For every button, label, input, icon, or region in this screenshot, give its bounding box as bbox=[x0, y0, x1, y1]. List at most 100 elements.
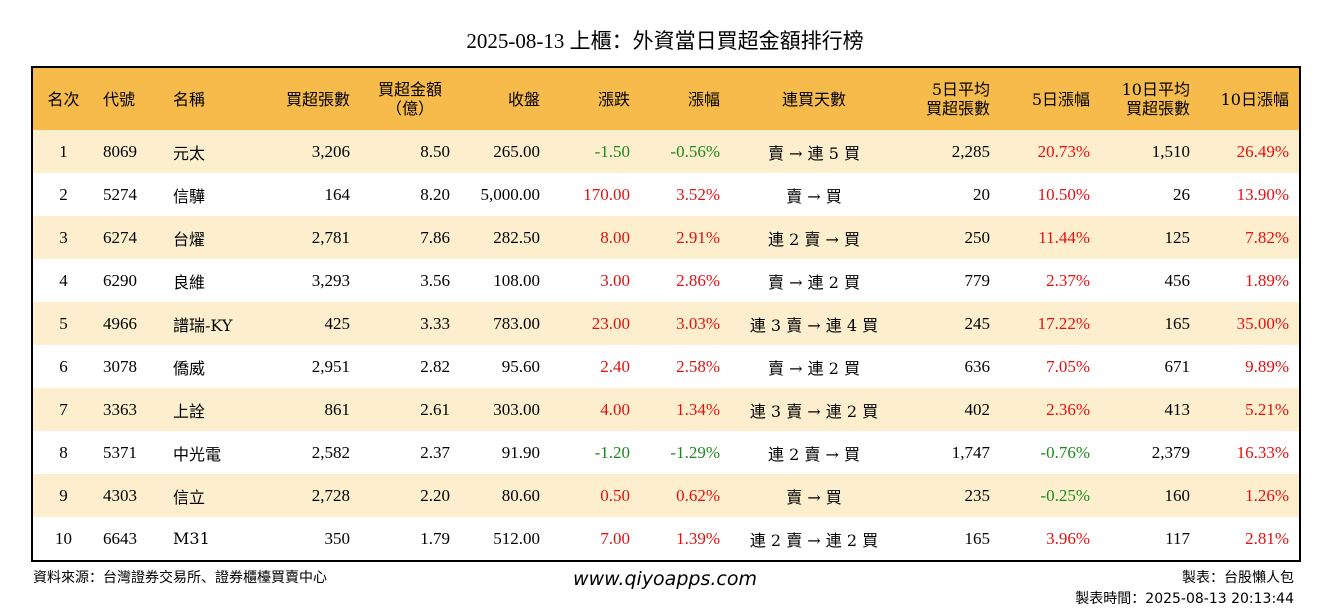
cell-streak: 連 3 賣 → 連 2 買 bbox=[730, 388, 898, 431]
cell-rank: 1 bbox=[32, 130, 94, 173]
cell-buy-amount: 2.20 bbox=[360, 474, 460, 517]
cell-change-pct: 3.03% bbox=[640, 302, 730, 345]
col-pct10: 10日漲幅 bbox=[1200, 67, 1300, 130]
cell-buy-lots: 3,206 bbox=[254, 130, 360, 173]
col-change-pct: 漲幅 bbox=[640, 67, 730, 130]
cell-code: 8069 bbox=[94, 130, 164, 173]
table-row: 7 3363 上詮 861 2.61 303.00 4.00 1.34% 連 3 賣 → 連 2… bbox=[32, 388, 1300, 431]
cell-buy-amount: 1.79 bbox=[360, 517, 460, 561]
cell-change: 0.50 bbox=[550, 474, 640, 517]
cell-buy-lots: 350 bbox=[254, 517, 360, 561]
col-close: 收盤 bbox=[460, 67, 550, 130]
cell-name: M31 bbox=[164, 517, 254, 561]
cell-avg10: 413 bbox=[1100, 388, 1200, 431]
cell-rank: 6 bbox=[32, 345, 94, 388]
cell-avg5: 636 bbox=[898, 345, 1000, 388]
cell-code: 4303 bbox=[94, 474, 164, 517]
cell-change-pct: 2.86% bbox=[640, 259, 730, 302]
cell-close: 303.00 bbox=[460, 388, 550, 431]
cell-rank: 2 bbox=[32, 173, 94, 216]
cell-rank: 4 bbox=[32, 259, 94, 302]
cell-avg5: 165 bbox=[898, 517, 1000, 561]
cell-name: 僑威 bbox=[164, 345, 254, 388]
cell-change: -1.50 bbox=[550, 130, 640, 173]
cell-buy-amount: 8.50 bbox=[360, 130, 460, 173]
cell-name: 中光電 bbox=[164, 431, 254, 474]
cell-pct10: 9.89% bbox=[1200, 345, 1300, 388]
cell-buy-lots: 2,951 bbox=[254, 345, 360, 388]
cell-pct5: 7.05% bbox=[1000, 345, 1100, 388]
ranking-table: 名次 代號 名稱 買超張數 買超金額 （億） 收盤 漲跌 漲幅 連買天數 5日平均… bbox=[31, 66, 1301, 562]
data-source: 資料來源：台灣證券交易所、證券櫃檯買賣中心 bbox=[33, 570, 327, 586]
cell-code: 3363 bbox=[94, 388, 164, 431]
cell-name: 譜瑞-KY bbox=[164, 302, 254, 345]
cell-name: 上詮 bbox=[164, 388, 254, 431]
website-link[interactable]: www.qiyoapps.com bbox=[573, 568, 757, 590]
cell-change: 2.40 bbox=[550, 345, 640, 388]
cell-pct5: 10.50% bbox=[1000, 173, 1100, 216]
table-row: 3 6274 台燿 2,781 7.86 282.50 8.00 2.91% 連 2 賣 → 買… bbox=[32, 216, 1300, 259]
cell-change: 3.00 bbox=[550, 259, 640, 302]
cell-avg10: 117 bbox=[1100, 517, 1200, 561]
cell-streak: 賣 → 買 bbox=[730, 173, 898, 216]
cell-avg5: 402 bbox=[898, 388, 1000, 431]
cell-rank: 7 bbox=[32, 388, 94, 431]
cell-buy-lots: 425 bbox=[254, 302, 360, 345]
cell-rank: 8 bbox=[32, 431, 94, 474]
cell-avg10: 26 bbox=[1100, 173, 1200, 216]
cell-change: 4.00 bbox=[550, 388, 640, 431]
cell-pct10: 7.82% bbox=[1200, 216, 1300, 259]
table-row: 1 8069 元太 3,206 8.50 265.00 -1.50 -0.56% 賣 → 連 5… bbox=[32, 130, 1300, 173]
cell-code: 6274 bbox=[94, 216, 164, 259]
cell-pct5: 20.73% bbox=[1000, 130, 1100, 173]
col-streak: 連買天數 bbox=[730, 67, 898, 130]
cell-pct5: 3.96% bbox=[1000, 517, 1100, 561]
cell-buy-amount: 7.86 bbox=[360, 216, 460, 259]
cell-pct5: -0.25% bbox=[1000, 474, 1100, 517]
cell-change: -1.20 bbox=[550, 431, 640, 474]
table-row: 9 4303 信立 2,728 2.20 80.60 0.50 0.62% 賣 → 買 235 -0… bbox=[32, 474, 1300, 517]
cell-change-pct: 1.34% bbox=[640, 388, 730, 431]
cell-close: 95.60 bbox=[460, 345, 550, 388]
cell-change-pct: 3.52% bbox=[640, 173, 730, 216]
cell-change-pct: -0.56% bbox=[640, 130, 730, 173]
cell-buy-amount: 2.82 bbox=[360, 345, 460, 388]
cell-code: 6290 bbox=[94, 259, 164, 302]
cell-pct10: 13.90% bbox=[1200, 173, 1300, 216]
cell-buy-lots: 3,293 bbox=[254, 259, 360, 302]
header-row: 名次 代號 名稱 買超張數 買超金額 （億） 收盤 漲跌 漲幅 連買天數 5日平均… bbox=[32, 67, 1300, 130]
cell-streak: 連 2 賣 → 連 2 買 bbox=[730, 517, 898, 561]
cell-change-pct: 2.58% bbox=[640, 345, 730, 388]
cell-close: 91.90 bbox=[460, 431, 550, 474]
cell-streak: 連 3 賣 → 連 4 買 bbox=[730, 302, 898, 345]
table-time: 製表時間：2025-08-13 20:13:44 bbox=[1075, 591, 1294, 607]
cell-avg5: 250 bbox=[898, 216, 1000, 259]
cell-avg10: 456 bbox=[1100, 259, 1200, 302]
table-row: 10 6643 M31 350 1.79 512.00 7.00 1.39% 連 2 賣 → 連… bbox=[32, 517, 1300, 561]
page-title: 2025-08-13 上櫃：外資當日買超金額排行榜 bbox=[466, 29, 864, 53]
cell-rank: 9 bbox=[32, 474, 94, 517]
cell-pct10: 16.33% bbox=[1200, 431, 1300, 474]
cell-close: 265.00 bbox=[460, 130, 550, 173]
cell-avg5: 20 bbox=[898, 173, 1000, 216]
cell-buy-lots: 2,781 bbox=[254, 216, 360, 259]
cell-code: 3078 bbox=[94, 345, 164, 388]
cell-streak: 連 2 賣 → 買 bbox=[730, 431, 898, 474]
cell-name: 良維 bbox=[164, 259, 254, 302]
cell-change: 7.00 bbox=[550, 517, 640, 561]
cell-code: 4966 bbox=[94, 302, 164, 345]
cell-close: 512.00 bbox=[460, 517, 550, 561]
cell-avg10: 160 bbox=[1100, 474, 1200, 517]
cell-change-pct: 2.91% bbox=[640, 216, 730, 259]
cell-close: 108.00 bbox=[460, 259, 550, 302]
cell-change: 170.00 bbox=[550, 173, 640, 216]
cell-avg10: 165 bbox=[1100, 302, 1200, 345]
cell-streak: 賣 → 連 2 買 bbox=[730, 259, 898, 302]
cell-change: 8.00 bbox=[550, 216, 640, 259]
cell-pct10: 26.49% bbox=[1200, 130, 1300, 173]
cell-avg5: 779 bbox=[898, 259, 1000, 302]
cell-name: 信立 bbox=[164, 474, 254, 517]
col-change: 漲跌 bbox=[550, 67, 640, 130]
cell-avg10: 125 bbox=[1100, 216, 1200, 259]
